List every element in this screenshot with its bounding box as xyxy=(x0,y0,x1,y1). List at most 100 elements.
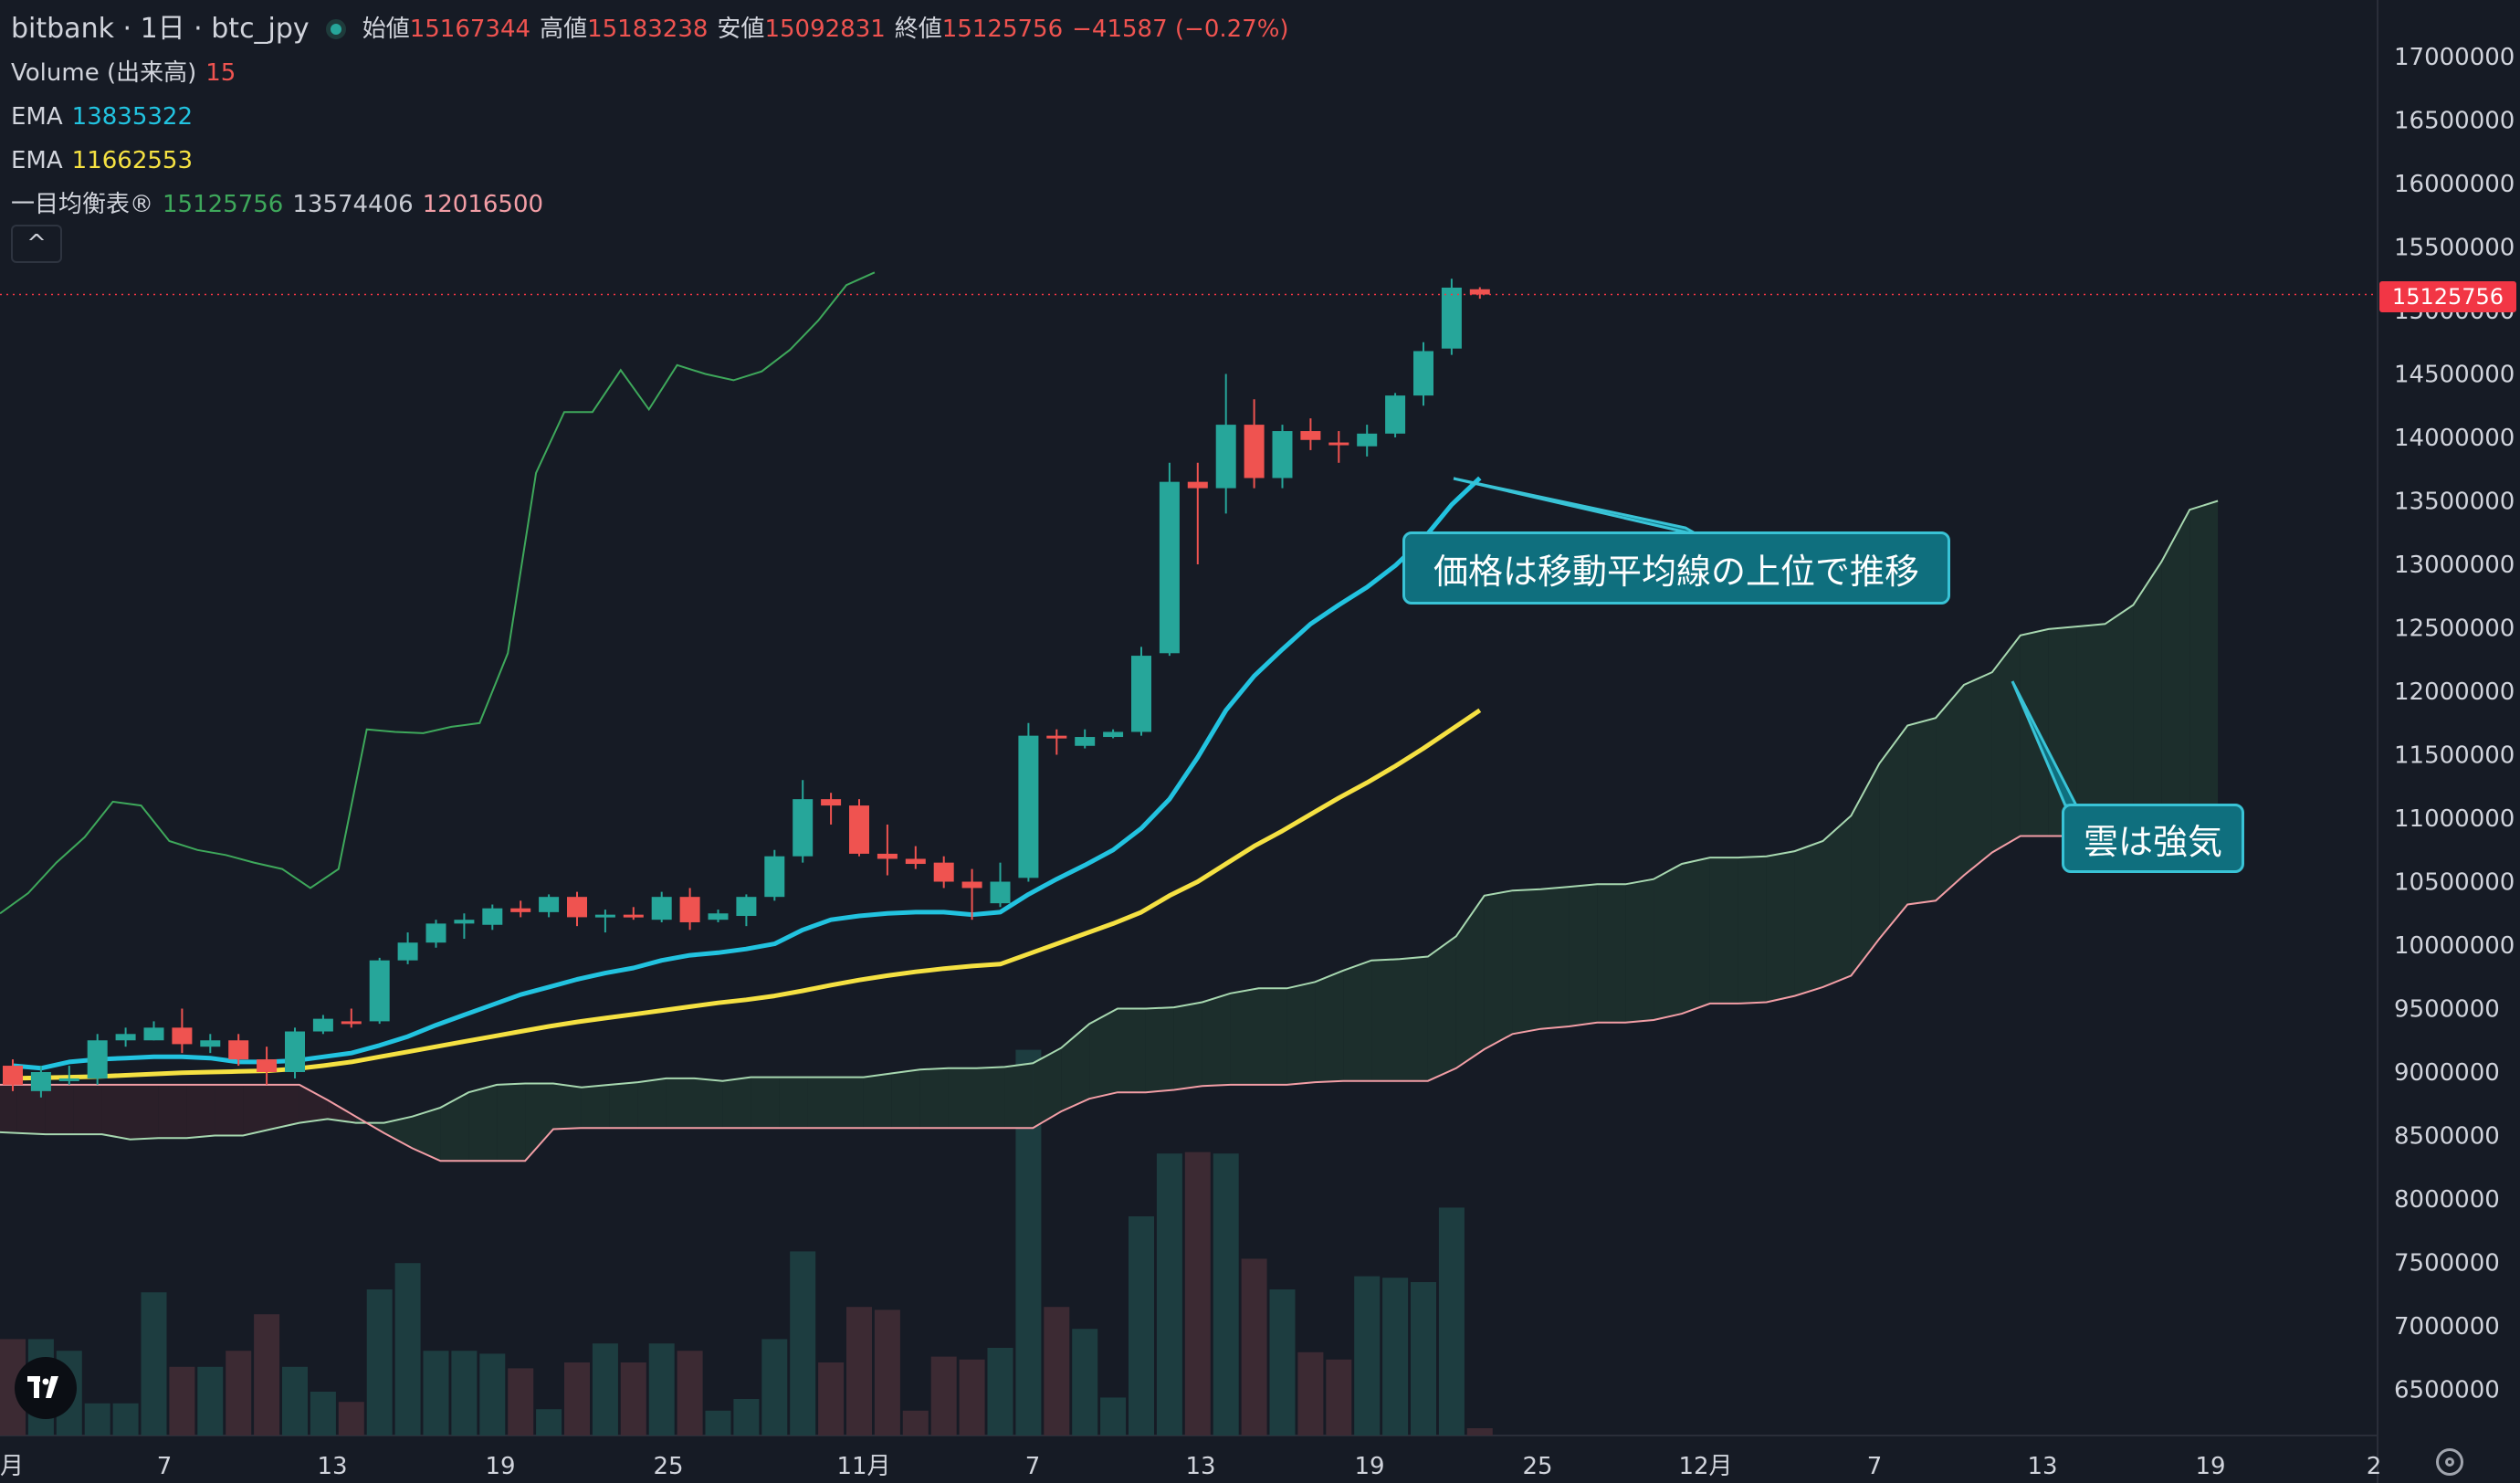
market-status-icon xyxy=(325,19,346,39)
candle-body[interactable] xyxy=(312,1018,333,1032)
collapse-legend-button[interactable]: ^ xyxy=(11,225,62,263)
candle-body[interactable] xyxy=(30,1072,51,1091)
ichimoku-value-2: 13574406 xyxy=(292,191,414,218)
legend-ema-fast-row[interactable]: EMA 13835322 xyxy=(11,95,1289,139)
gear-icon[interactable] xyxy=(2436,1448,2463,1476)
candle-body[interactable] xyxy=(285,1031,305,1072)
candle-body[interactable] xyxy=(3,1066,23,1085)
candle-body[interactable] xyxy=(454,920,475,924)
candle-body[interactable] xyxy=(425,923,446,943)
volume-bar xyxy=(310,1392,336,1436)
candle-body[interactable] xyxy=(1413,351,1433,396)
volume-bar xyxy=(197,1366,224,1436)
cloud-segment xyxy=(722,1077,751,1129)
x-tick-label: 25 xyxy=(1522,1453,1552,1480)
volume-bar xyxy=(479,1353,506,1436)
candle-body[interactable] xyxy=(793,799,814,857)
volume-bar xyxy=(902,1410,929,1436)
candle-body[interactable] xyxy=(1300,431,1321,440)
candle-body[interactable] xyxy=(877,853,898,859)
cloud-segment xyxy=(412,1107,441,1162)
candle-body[interactable] xyxy=(369,960,390,1022)
candle-body[interactable] xyxy=(1046,735,1067,739)
candle-body[interactable] xyxy=(933,862,954,882)
cloud-segment xyxy=(1991,635,2021,853)
cloud-segment xyxy=(694,1078,723,1129)
candle-body[interactable] xyxy=(679,897,700,922)
candle-body[interactable] xyxy=(708,913,729,920)
candle-body[interactable] xyxy=(482,908,503,925)
candle-body[interactable] xyxy=(905,858,926,865)
candle-body[interactable] xyxy=(1075,737,1096,746)
y-tick-label: 14500000 xyxy=(2394,362,2515,389)
candle-body[interactable] xyxy=(1328,442,1349,446)
chart-legend: bitbank · 1日 · btc_jpy 始値 15167344 高値 1518… xyxy=(11,7,1289,226)
volume-bar xyxy=(423,1351,449,1436)
ichimoku-label: 一目均衡表® xyxy=(11,191,154,218)
cloud-segment xyxy=(1004,1063,1034,1129)
cloud-segment xyxy=(497,1083,526,1162)
high-value: 15183238 xyxy=(587,16,709,43)
cloud-segment xyxy=(2076,624,2105,836)
callout-price-above-ma[interactable]: 価格は移動平均線の上位で推移 xyxy=(1402,531,1950,605)
callout-cloud-bullish[interactable]: 雲は強気 xyxy=(2062,804,2244,873)
candle-body[interactable] xyxy=(1131,656,1151,732)
candle-body[interactable] xyxy=(115,1034,136,1041)
cloud-segment xyxy=(327,1099,356,1123)
y-tick-label: 12500000 xyxy=(2394,615,2515,643)
candle-body[interactable] xyxy=(228,1040,249,1060)
candle-body[interactable] xyxy=(1469,289,1490,295)
x-tick-label: 12月 xyxy=(1678,1453,1732,1480)
symbol-title[interactable]: bitbank · 1日 · btc_jpy xyxy=(11,13,310,45)
candle-body[interactable] xyxy=(1244,425,1265,479)
candle-body[interactable] xyxy=(821,799,842,806)
cloud-segment xyxy=(2189,500,2219,808)
candle-body[interactable] xyxy=(1187,481,1208,489)
legend-ema-slow-row[interactable]: EMA 11662553 xyxy=(11,139,1289,183)
candle-body[interactable] xyxy=(623,914,644,918)
cloud-segment xyxy=(1540,887,1570,1029)
tradingview-logo-icon[interactable] xyxy=(15,1357,77,1419)
cloud-segment xyxy=(609,1082,638,1129)
candle-body[interactable] xyxy=(1357,433,1378,447)
y-tick-label: 8500000 xyxy=(2394,1123,2500,1151)
legend-ichimoku-row[interactable]: 一目均衡表® 15125756 13574406 12016500 xyxy=(11,183,1289,226)
candle-body[interactable] xyxy=(1103,731,1124,738)
candle-body[interactable] xyxy=(1018,735,1039,878)
candle-body[interactable] xyxy=(651,897,672,920)
candle-body[interactable] xyxy=(1215,425,1236,489)
candle-body[interactable] xyxy=(567,897,587,918)
candle-body[interactable] xyxy=(143,1027,164,1041)
volume-bar xyxy=(846,1307,872,1436)
cloud-segment xyxy=(73,1084,102,1135)
candle-body[interactable] xyxy=(736,897,757,917)
y-tick-label: 16000000 xyxy=(2394,171,2515,198)
volume-bar xyxy=(790,1251,816,1436)
candle-body[interactable] xyxy=(1159,481,1180,654)
candle-body[interactable] xyxy=(539,897,560,912)
cloud-segment xyxy=(2133,562,2162,836)
candle-body[interactable] xyxy=(594,914,615,918)
candle-body[interactable] xyxy=(200,1040,221,1047)
candle-body[interactable] xyxy=(397,942,418,961)
candle-body[interactable] xyxy=(341,1021,362,1025)
candle-body[interactable] xyxy=(1441,287,1462,349)
candle-body[interactable] xyxy=(764,856,785,898)
cloud-segment xyxy=(158,1084,187,1139)
candle-body[interactable] xyxy=(172,1027,193,1045)
candle-body[interactable] xyxy=(87,1040,108,1078)
candle-body[interactable] xyxy=(1385,395,1406,434)
candle-body[interactable] xyxy=(1272,431,1293,479)
x-tick-label: 19 xyxy=(2195,1453,2225,1480)
legend-volume-row[interactable]: Volume (出来高) 15 xyxy=(11,51,1289,95)
candle-body[interactable] xyxy=(257,1059,278,1072)
candle-body[interactable] xyxy=(58,1078,79,1081)
candle-body[interactable] xyxy=(849,805,869,854)
candle-body[interactable] xyxy=(961,881,982,889)
candle-body[interactable] xyxy=(510,908,531,912)
volume-bar xyxy=(1129,1216,1154,1436)
x-tick-label: 11月 xyxy=(836,1453,890,1480)
candle-body[interactable] xyxy=(990,881,1011,904)
volume-bar xyxy=(930,1356,957,1436)
